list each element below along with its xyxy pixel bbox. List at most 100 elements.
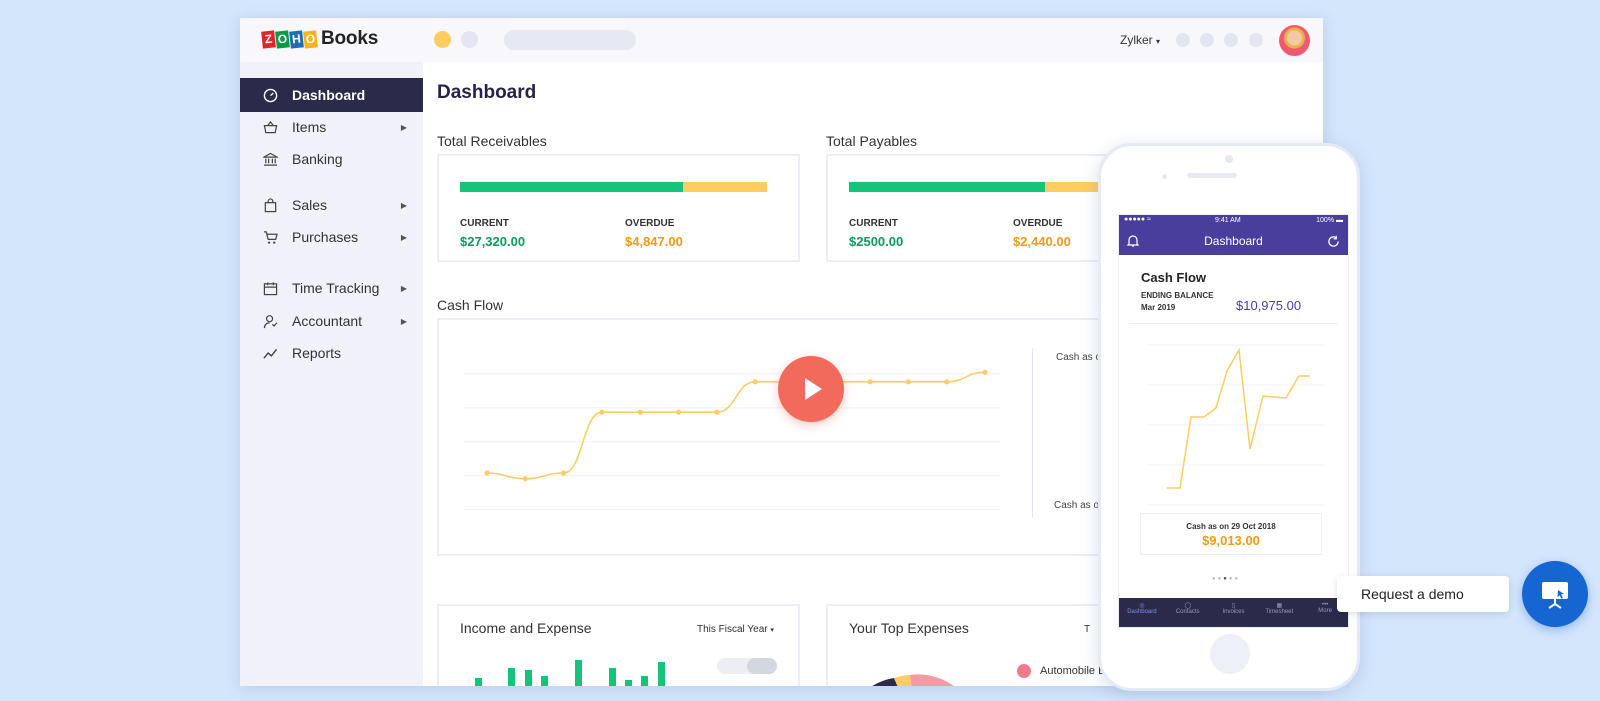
cashflow-card[interactable]: Cash as o Cash as o (437, 318, 1127, 556)
user-icon (262, 313, 278, 329)
dashboard-icon: ◎ (1139, 603, 1145, 609)
sidebar-item-dashboard[interactable]: Dashboard (240, 78, 423, 112)
header-icon-4[interactable] (1249, 33, 1263, 47)
chevron-right-icon: ▶ (400, 316, 407, 326)
org-switcher[interactable]: Zylker ▾ (1120, 33, 1160, 47)
current-label: CURRENT (460, 218, 509, 229)
ending-balance-period: Mar 2019 (1141, 303, 1176, 312)
mobile-divider (1129, 323, 1338, 324)
sidebar-item-accountant[interactable]: Accountant ▶ (240, 304, 423, 338)
avatar[interactable] (1279, 25, 1310, 56)
dashboard-icon (262, 87, 278, 103)
battery-percent: 100% (1316, 217, 1335, 224)
header-icon-1[interactable] (1176, 33, 1190, 47)
chevron-down-icon: ▾ (770, 627, 774, 634)
sidebar-item-reports[interactable]: Reports (240, 336, 423, 370)
mobile-tab-more[interactable]: ••• More (1302, 598, 1348, 627)
header-icon-2[interactable] (1200, 33, 1214, 47)
payables-current-bar (849, 182, 1045, 192)
view-toggle[interactable] (717, 658, 777, 674)
battery-status: 100% ▬ (1316, 217, 1343, 224)
chevron-right-icon: ▶ (400, 200, 407, 210)
sidebar-item-banking[interactable]: Banking (240, 142, 423, 176)
mobile-header: Dashboard (1119, 228, 1348, 255)
bar-mark (658, 662, 665, 686)
receivables-card[interactable]: CURRENT $27,320.00 OVERDUE $4,847.00 (437, 154, 800, 262)
status-time: 9:41 AM (1215, 217, 1241, 224)
play-video-button[interactable] (778, 356, 844, 422)
cashflow-point (714, 409, 720, 415)
basket-icon (262, 119, 278, 135)
ending-balance-value: $10,975.00 (1236, 298, 1302, 313)
pie-slice (894, 675, 912, 686)
bar-mark (508, 668, 515, 686)
bell-icon[interactable] (1126, 228, 1140, 257)
period-label: This Fiscal Year (697, 624, 768, 635)
chart-divider (1032, 348, 1033, 518)
mobile-tab-dashboard[interactable]: ◎ Dashboard (1119, 598, 1165, 627)
cash-value: $9,013.00 (1202, 533, 1260, 548)
mobile-tab-invoices[interactable]: ▯ Invoices (1211, 598, 1257, 627)
status-dot-grey[interactable] (461, 31, 478, 48)
bar-mark (625, 680, 632, 686)
home-button[interactable] (1210, 634, 1250, 674)
bar-mark (641, 676, 648, 686)
page-title: Dashboard (437, 82, 537, 103)
sidebar-item-time-tracking[interactable]: Time Tracking ▶ (240, 271, 423, 305)
cashflow-legend-bottom: Cash as o (1054, 500, 1100, 511)
phone-camera (1225, 155, 1233, 163)
pie-slice (910, 674, 954, 686)
request-demo-button[interactable] (1522, 561, 1588, 627)
cashflow-point (905, 379, 911, 385)
income-expense-card[interactable]: Income and Expense This Fiscal Year ▾ (437, 604, 800, 686)
cashflow-point (675, 409, 682, 415)
receivables-overdue-bar (683, 182, 767, 192)
mobile-cashflow-title: Cash Flow (1141, 270, 1207, 285)
overdue-label: OVERDUE (625, 218, 675, 229)
payables-current-value: $2500.00 (849, 234, 904, 249)
document-icon: ▯ (1231, 603, 1236, 609)
mobile-grid (1147, 344, 1324, 506)
income-expense-title: Income and Expense (460, 620, 592, 636)
bar-mark (475, 678, 482, 686)
sidebar-item-items[interactable]: Items ▶ (240, 110, 423, 144)
more-icon: ••• (1321, 602, 1329, 608)
receivables-overdue-value: $4,847.00 (625, 234, 683, 249)
search-bar-placeholder[interactable] (504, 30, 636, 50)
sidebar-item-purchases[interactable]: Purchases ▶ (240, 220, 423, 254)
carousel-dots[interactable]: ●●●●● (1212, 576, 1241, 582)
product-name: Books (321, 28, 379, 49)
refresh-icon[interactable] (1327, 228, 1340, 257)
user-icon: ◯ (1184, 603, 1192, 609)
cashflow-legend-top: Cash as o (1056, 352, 1102, 363)
pie-slice (872, 678, 898, 686)
top-expenses-period[interactable]: T (1084, 624, 1091, 635)
bar-mark (609, 668, 616, 686)
sidebar-item-sales[interactable]: Sales ▶ (240, 188, 423, 222)
period-dropdown[interactable]: This Fiscal Year ▾ (697, 624, 774, 635)
trend-icon (262, 345, 278, 361)
signal-icon: ●●●●● ≈ (1124, 216, 1151, 223)
mobile-tab-bar: ◎ Dashboard ◯ Contacts ▯ Invoices ▦ Timeshee… (1119, 598, 1348, 627)
sidebar: Dashboard Items ▶ Banking Sales ▶ Purcha… (240, 62, 423, 686)
payables-title: Total Payables (826, 133, 918, 149)
request-demo-label[interactable]: Request a demo (1337, 576, 1509, 612)
mobile-cashflow-chart (1147, 344, 1324, 506)
mobile-tab-timesheet[interactable]: ▦ Timesheet (1256, 598, 1302, 627)
calendar-icon: ▦ (1276, 603, 1283, 609)
ending-balance-label: ENDING BALANCE (1141, 291, 1214, 300)
cashflow-point (982, 369, 988, 375)
receivables-current-bar (460, 182, 683, 192)
status-dot-yellow[interactable] (434, 31, 451, 48)
cart-icon (262, 229, 278, 245)
bar-mark (575, 660, 582, 686)
phone-sensor (1162, 174, 1167, 179)
bar-mark (541, 676, 548, 686)
header-icon-3[interactable] (1224, 33, 1238, 47)
bar-mark (525, 670, 532, 686)
cashflow-point (867, 379, 873, 385)
mobile-tab-contacts[interactable]: ◯ Contacts (1165, 598, 1211, 627)
cashflow-point (484, 470, 490, 476)
